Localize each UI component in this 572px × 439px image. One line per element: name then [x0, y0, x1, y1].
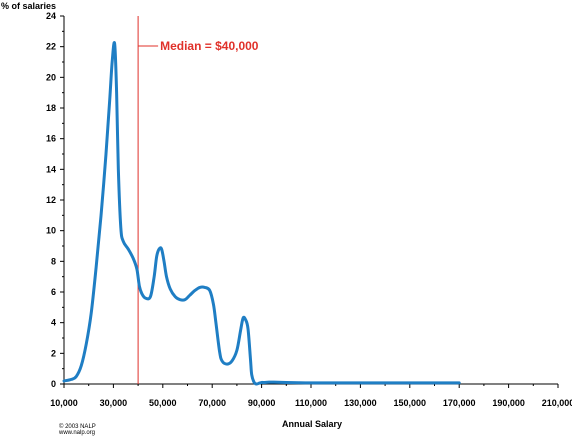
- x-tick-label: 30,000: [100, 398, 128, 408]
- median-annotation: Median = $40,000: [160, 39, 259, 53]
- x-tick-label: 90,000: [248, 398, 276, 408]
- y-tick-label: 18: [46, 103, 56, 113]
- y-tick-label: 2: [51, 348, 56, 358]
- axis-ticks: [60, 15, 559, 388]
- y-tick-label: 20: [46, 72, 56, 82]
- y-tick-label: 0: [51, 379, 56, 389]
- x-tick-label: 70,000: [198, 398, 226, 408]
- x-tick-label: 10,000: [50, 398, 78, 408]
- x-tick-labels: 10,000 30,000 50,000 70,000 90,000 110,000 130…: [50, 398, 572, 408]
- series-line: [62, 41, 461, 386]
- x-tick-label: 150,000: [394, 398, 427, 408]
- website-line: www.nalp.org: [59, 430, 96, 436]
- x-tick-label: 130,000: [344, 398, 377, 408]
- y-tick-label: 16: [46, 134, 56, 144]
- copyright-note: © 2003 NALP www.nalp.org: [59, 424, 96, 436]
- y-axis-title: % of salaries: [1, 1, 56, 11]
- y-tick-label: 14: [46, 164, 56, 174]
- copyright-line: © 2003 NALP: [59, 424, 96, 430]
- y-tick-label: 6: [51, 287, 56, 297]
- y-tick-label: 4: [51, 318, 56, 328]
- y-tick-label: 24: [46, 11, 56, 21]
- x-tick-label: 50,000: [149, 398, 177, 408]
- x-tick-label: 210,000: [542, 398, 572, 408]
- y-tick-label: 10: [46, 226, 56, 236]
- x-tick-label: 190,000: [492, 398, 525, 408]
- y-tick-label: 8: [51, 256, 56, 266]
- x-tick-label: 170,000: [443, 398, 476, 408]
- y-tick-label: 22: [46, 42, 56, 52]
- y-tick-label: 12: [46, 195, 56, 205]
- x-tick-label: 110,000: [295, 398, 327, 408]
- x-axis-title: Annual Salary: [282, 419, 342, 429]
